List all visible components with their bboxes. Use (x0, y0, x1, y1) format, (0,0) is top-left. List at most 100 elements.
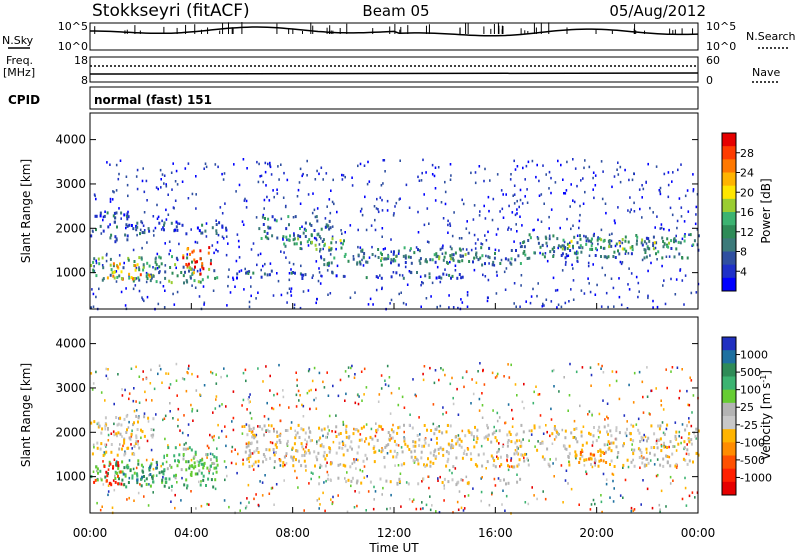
speckle-cell (386, 452, 389, 455)
speckle-cell (548, 170, 551, 174)
echo-cell (524, 452, 527, 456)
speckle-cell (426, 240, 429, 243)
echo-cell (96, 441, 99, 445)
speckle-cell (335, 241, 337, 244)
speckle-cell (183, 443, 186, 446)
speckle-cell (616, 454, 619, 458)
echo-cell (128, 276, 131, 280)
speckle-cell (150, 368, 152, 372)
echo-cell (627, 240, 630, 244)
speckle-cell (92, 382, 95, 385)
echo-cell (545, 241, 548, 245)
speckle-cell (557, 159, 559, 163)
echo-cell (134, 264, 137, 268)
speckle-cell (272, 294, 275, 297)
speckle-cell (132, 467, 135, 471)
echo-cell (591, 248, 594, 251)
speckle-cell (694, 496, 696, 499)
speckle-cell (242, 458, 244, 462)
echo-cell (452, 258, 455, 262)
echo-cell (288, 223, 290, 227)
echo-cell (655, 241, 658, 245)
speckle-cell (542, 432, 545, 435)
echo-cell (174, 476, 177, 480)
echo-cell (276, 440, 278, 444)
speckle-cell (431, 163, 434, 167)
speckle-cell (423, 193, 425, 196)
echo-cell (458, 260, 461, 264)
speckle-cell (628, 267, 630, 270)
echo-cell (133, 277, 136, 281)
speckle-cell (95, 261, 98, 265)
speckle-cell (647, 269, 649, 273)
echo-cell (112, 274, 115, 278)
speckle-cell (600, 160, 603, 163)
echo-cell (610, 449, 613, 453)
speckle-cell (445, 411, 448, 414)
speckle-cell (375, 430, 378, 434)
echo-cell (407, 482, 410, 486)
speckle-cell (659, 508, 661, 511)
speckle-cell (575, 370, 578, 374)
speckle-cell (460, 506, 463, 510)
x-tick-label: 00:00 (73, 526, 108, 540)
speckle-cell (447, 219, 449, 223)
echo-cell (647, 461, 650, 465)
echo-cell (95, 465, 98, 469)
echo-cell (329, 462, 332, 466)
echo-cell (221, 224, 224, 228)
speckle-cell (496, 455, 498, 458)
echo-cell (374, 450, 377, 454)
speckle-cell (454, 264, 457, 267)
speckle-cell (255, 297, 257, 300)
echo-cell (575, 252, 578, 256)
echo-cell (390, 258, 393, 262)
speckle-cell (691, 411, 693, 414)
echo-cell (174, 228, 177, 232)
power-colorbar-label: Power [dB] (759, 178, 773, 243)
echo-cell (326, 263, 329, 267)
speckle-cell (639, 207, 641, 211)
speckle-cell (361, 250, 364, 253)
echo-cell (682, 457, 685, 461)
echo-cell (358, 438, 361, 442)
speckle-cell (319, 503, 321, 506)
echo-cell (674, 239, 677, 243)
speckle-cell (181, 476, 183, 480)
echo-cell (298, 459, 300, 463)
speckle-cell (625, 434, 628, 438)
y-tick-label: 1000 (55, 266, 86, 280)
speckle-cell (588, 282, 590, 285)
echo-cell (663, 441, 665, 445)
echo-cell (99, 447, 102, 451)
speckle-cell (604, 273, 606, 277)
speckle-cell (557, 246, 559, 250)
echo-cell (457, 437, 460, 441)
speckle-cell (605, 211, 607, 215)
speckle-cell (422, 378, 425, 382)
speckle-cell (282, 237, 284, 240)
echo-cell (683, 239, 686, 243)
speckle-cell (449, 178, 452, 181)
echo-cell (427, 443, 430, 447)
speckle-cell (572, 224, 574, 227)
echo-cell (265, 448, 268, 452)
echo-cell (271, 234, 274, 238)
echo-cell (687, 437, 690, 441)
echo-cell (344, 444, 347, 448)
echo-cell (105, 479, 108, 483)
echo-cell (194, 465, 197, 469)
speckle-cell (559, 226, 561, 230)
echo-cell (236, 272, 239, 276)
echo-cell (522, 251, 525, 255)
speckle-cell (381, 209, 384, 212)
echo-cell (673, 255, 676, 259)
speckle-cell (419, 275, 422, 278)
echo-cell (385, 479, 388, 483)
speckle-cell (124, 450, 126, 453)
echo-cell (543, 457, 546, 461)
echo-cell (618, 252, 621, 256)
speckle-cell (214, 163, 217, 166)
speckle-cell (196, 375, 199, 378)
